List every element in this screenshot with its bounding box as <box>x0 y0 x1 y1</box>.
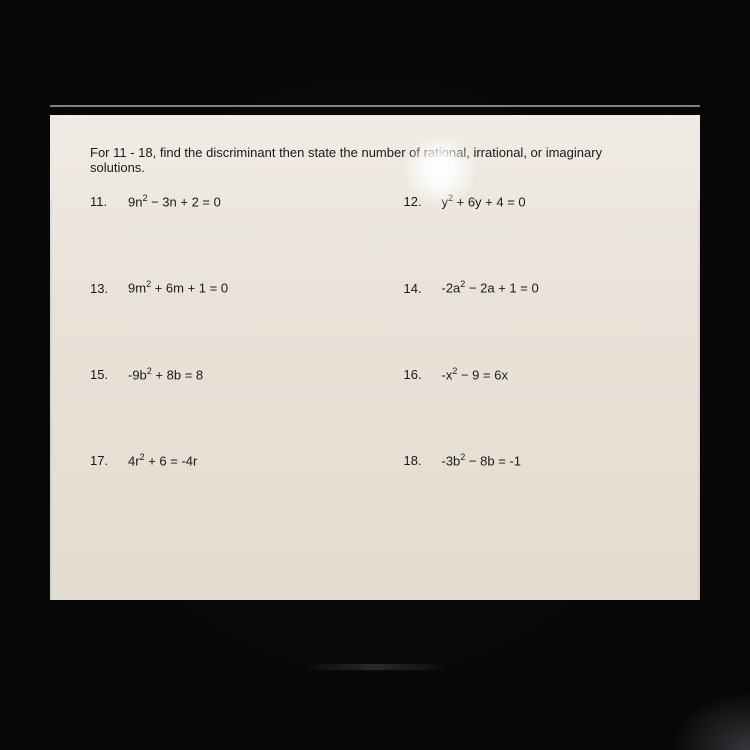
laptop-bezel-strip <box>305 664 445 670</box>
problem-cell: 12. y2 + 6y + 4 = 0 <box>404 193 661 209</box>
problem-cell: 18. -3b2 − 8b = -1 <box>404 452 661 468</box>
problem-row: 11. 9n2 − 3n + 2 = 0 12. y2 + 6y + 4 = 0 <box>90 193 660 209</box>
problem-equation: y2 + 6y + 4 = 0 <box>442 193 526 209</box>
screen-frame: For 11 - 18, find the discriminant then … <box>0 0 750 750</box>
browser-top-bar <box>50 105 700 107</box>
problem-number: 15. <box>90 367 128 382</box>
problem-equation: -9b2 + 8b = 8 <box>128 366 203 382</box>
problem-row: 15. -9b2 + 8b = 8 16. -x2 − 9 = 6x <box>90 366 660 382</box>
corner-reflection <box>670 690 750 750</box>
problem-number: 11. <box>90 194 128 209</box>
problem-row: 13. 9m2 + 6m + 1 = 0 14. -2a2 − 2a + 1 =… <box>90 279 660 295</box>
problem-number: 16. <box>404 367 442 382</box>
problem-cell: 11. 9n2 − 3n + 2 = 0 <box>90 193 404 209</box>
problems-grid: 11. 9n2 − 3n + 2 = 0 12. y2 + 6y + 4 = 0… <box>90 193 660 468</box>
problem-number: 17. <box>90 453 128 468</box>
problem-number: 14. <box>404 281 442 296</box>
instructions-text: For 11 - 18, find the discriminant then … <box>90 145 660 175</box>
problem-equation: -x2 − 9 = 6x <box>442 366 508 382</box>
problem-number: 18. <box>404 453 442 468</box>
problem-cell: 17. 4r2 + 6 = -4r <box>90 452 404 468</box>
problem-equation: 9n2 − 3n + 2 = 0 <box>128 193 221 209</box>
problem-cell: 16. -x2 − 9 = 6x <box>404 366 661 382</box>
problem-equation: -2a2 − 2a + 1 = 0 <box>442 279 539 295</box>
problem-equation: 4r2 + 6 = -4r <box>128 452 197 468</box>
document-page: For 11 - 18, find the discriminant then … <box>50 115 700 600</box>
problem-number: 12. <box>404 194 442 209</box>
problem-row: 17. 4r2 + 6 = -4r 18. -3b2 − 8b = -1 <box>90 452 660 468</box>
problem-number: 13. <box>90 281 128 296</box>
problem-cell: 14. -2a2 − 2a + 1 = 0 <box>404 279 661 295</box>
problem-cell: 15. -9b2 + 8b = 8 <box>90 366 404 382</box>
problem-equation: 9m2 + 6m + 1 = 0 <box>128 279 228 295</box>
problem-cell: 13. 9m2 + 6m + 1 = 0 <box>90 279 404 295</box>
problem-equation: -3b2 − 8b = -1 <box>442 452 521 468</box>
